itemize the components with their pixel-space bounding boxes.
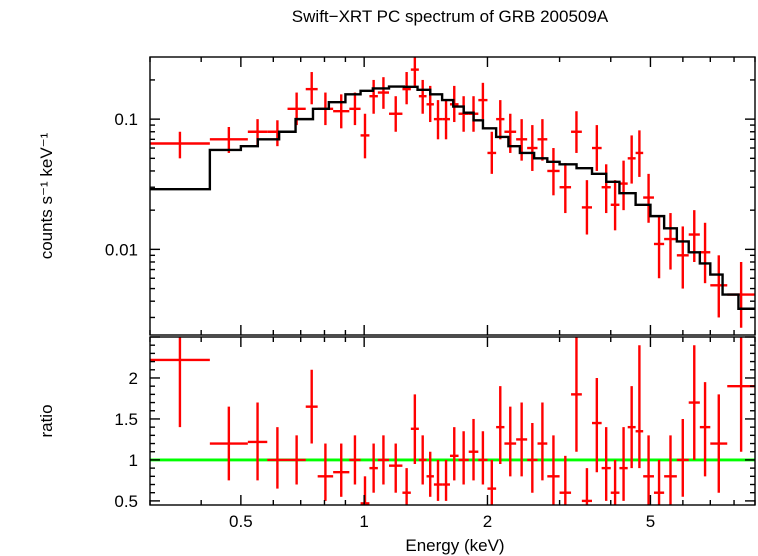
model-curve — [150, 85, 755, 310]
y-axis-label-counts: counts s⁻¹ keV⁻¹ — [37, 132, 56, 259]
y-tick-label: 0.5 — [114, 492, 138, 511]
spectrum-axes: 0.1 0.01 — [105, 56, 756, 336]
spectrum-panel: 0.1 0.01 — [105, 56, 756, 336]
ratio-axes: 0.5 1 1.5 2 0.5 1 2 5 — [114, 336, 756, 531]
ratio-panel: 0.5 1 1.5 2 0.5 1 2 5 — [114, 336, 756, 531]
x-tick-label: 2 — [483, 512, 492, 531]
y-axis-label-ratio: ratio — [37, 404, 56, 437]
x-tick-label: 5 — [646, 512, 655, 531]
model-step-curve — [150, 85, 755, 310]
y-tick-label: 1.5 — [114, 410, 138, 429]
spectrum-data-points — [150, 57, 755, 328]
spectrum-frame — [149, 56, 756, 336]
x-tick-label: 0.5 — [229, 512, 253, 531]
y-tick-label: 0.1 — [114, 110, 138, 129]
x-axis-label: Energy (keV) — [405, 536, 504, 555]
x-tick-label: 1 — [359, 512, 368, 531]
chart-title: Swift−XRT PC spectrum of GRB 200509A — [292, 7, 609, 26]
y-tick-label: 1 — [129, 451, 138, 470]
ratio-data-points — [150, 337, 755, 505]
y-tick-label: 2 — [129, 369, 138, 388]
y-tick-label: 0.01 — [105, 240, 138, 259]
ratio-frame — [149, 336, 756, 506]
